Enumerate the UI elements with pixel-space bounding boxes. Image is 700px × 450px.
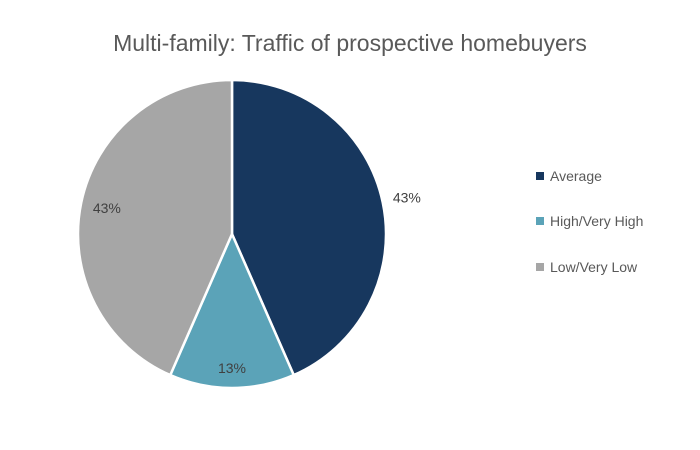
legend-label: Average (550, 167, 602, 184)
legend-swatch (536, 262, 544, 271)
data-label: 43% (93, 200, 121, 216)
legend-item-average: Average (536, 153, 643, 199)
legend-swatch (536, 217, 544, 226)
legend-swatch (536, 171, 544, 180)
pie-slice-high-very-high (168, 230, 296, 390)
pie-slice-low-very-low (76, 78, 234, 377)
data-label: 13% (218, 360, 246, 376)
data-label: 43% (393, 189, 421, 205)
legend-item-low: Low/Very Low (536, 244, 643, 290)
legend-label: Low/Very Low (550, 258, 638, 275)
chart-title: Multi-family: Traffic of prospective hom… (113, 30, 587, 56)
legend-label: High/Very High (550, 213, 644, 230)
pie-slice-average (230, 78, 388, 377)
legend-item-high: High/Very High (536, 199, 643, 245)
legend: Average High/Very High Low/Very Low (536, 153, 643, 290)
